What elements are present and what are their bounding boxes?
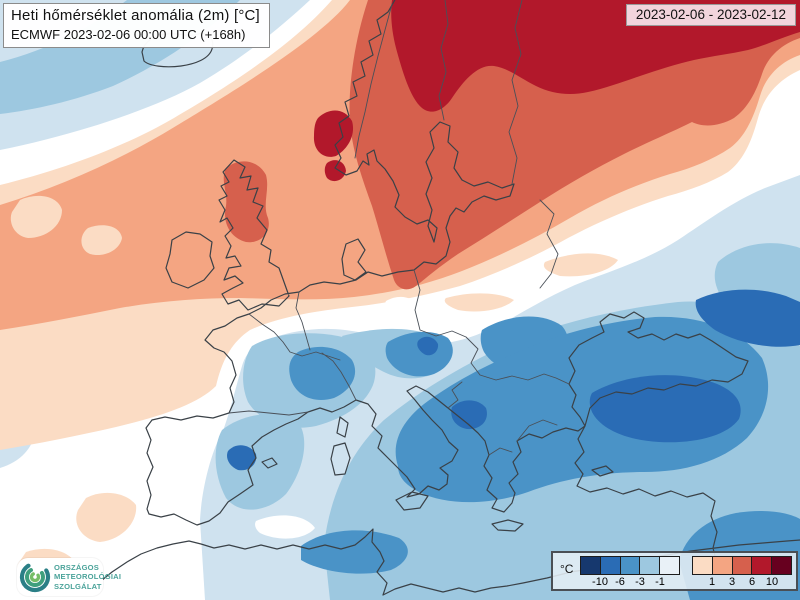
anomaly-region-cool bbox=[215, 414, 305, 510]
legend-tick: 3 bbox=[728, 576, 736, 588]
model-run-info: ECMWF 2023-02-06 00:00 UTC (+168h) bbox=[11, 26, 246, 42]
legend-tick: -10 bbox=[592, 576, 608, 588]
legend-swatch bbox=[732, 557, 753, 574]
legend-swatch bbox=[772, 557, 791, 574]
anomaly-region-cold-core bbox=[589, 375, 741, 443]
met-service-logo: ORSZÁGOS METEOROLÓGIAI SZOLGÁLAT bbox=[17, 558, 121, 596]
legend-swatch bbox=[600, 557, 621, 574]
anomaly-region-hot-core bbox=[391, 0, 800, 112]
spiral-cyclone-icon bbox=[19, 563, 51, 593]
anomaly-region-hot-core bbox=[313, 110, 354, 157]
legend-negative-scale: -10 -6 -3 -1 bbox=[580, 556, 680, 588]
legend-tick: 1 bbox=[708, 576, 716, 588]
legend-swatch bbox=[581, 557, 601, 574]
color-scale-legend: °C -10 -6 -3 -1 bbox=[551, 551, 798, 591]
anomaly-region-cool bbox=[289, 346, 356, 400]
date-range-box: 2023-02-06 - 2023-02-12 bbox=[625, 4, 796, 26]
anomaly-region-cold-core bbox=[695, 289, 800, 347]
legend-tick: 6 bbox=[748, 576, 756, 588]
anomaly-region-neutral bbox=[147, 555, 196, 577]
legend-negative-ticks: -10 -6 -3 -1 bbox=[580, 575, 680, 588]
anomaly-region-hot-core bbox=[324, 160, 346, 182]
legend-positive-scale: 1 3 6 10 bbox=[692, 556, 792, 588]
anomaly-region-cold-core bbox=[227, 445, 257, 471]
date-range-label: 2023-02-06 - 2023-02-12 bbox=[635, 7, 786, 22]
legend-positive-swatches bbox=[692, 556, 792, 575]
legend-swatch bbox=[620, 557, 641, 574]
anomaly-region-cool bbox=[301, 530, 408, 574]
legend-positive-ticks: 1 3 6 10 bbox=[692, 575, 792, 588]
legend-unit-label: °C bbox=[560, 562, 574, 576]
logo-line: ORSZÁGOS bbox=[54, 562, 100, 572]
map-title: Heti hőmérséklet anomália (2m) [°C] bbox=[11, 7, 260, 24]
anomaly-region-warm bbox=[444, 293, 514, 312]
legend-tick: -1 bbox=[655, 576, 665, 588]
legend-swatch bbox=[752, 557, 773, 574]
anomaly-region-neutral bbox=[255, 515, 315, 539]
logo-line: SZOLGÁLAT bbox=[54, 581, 102, 591]
legend-swatch bbox=[712, 557, 733, 574]
met-service-name: ORSZÁGOS METEOROLÓGIAI SZOLGÁLAT bbox=[54, 563, 121, 591]
anomaly-region-warm bbox=[10, 195, 62, 238]
anomaly-region-cold-core bbox=[451, 400, 487, 430]
title-box: Heti hőmérséklet anomália (2m) [°C] ECMW… bbox=[3, 3, 270, 48]
logo-line: METEOROLÓGIAI bbox=[54, 572, 122, 582]
legend-tick: -6 bbox=[615, 576, 625, 588]
country-borders-path bbox=[228, 0, 570, 456]
anomaly-region-warm bbox=[223, 161, 269, 243]
legend-negative-swatches bbox=[580, 556, 680, 575]
legend-swatch bbox=[660, 557, 679, 574]
legend-swatch bbox=[693, 557, 713, 574]
legend-tick: 10 bbox=[765, 576, 779, 588]
anomaly-region-neutral bbox=[384, 296, 418, 319]
anomaly-region-warm bbox=[543, 253, 618, 277]
legend-swatch bbox=[640, 557, 661, 574]
legend-tick: -3 bbox=[635, 576, 645, 588]
anomaly-region-cold-core bbox=[417, 336, 439, 356]
anomaly-region-warm bbox=[76, 492, 137, 542]
anomaly-region-warm bbox=[81, 225, 122, 256]
